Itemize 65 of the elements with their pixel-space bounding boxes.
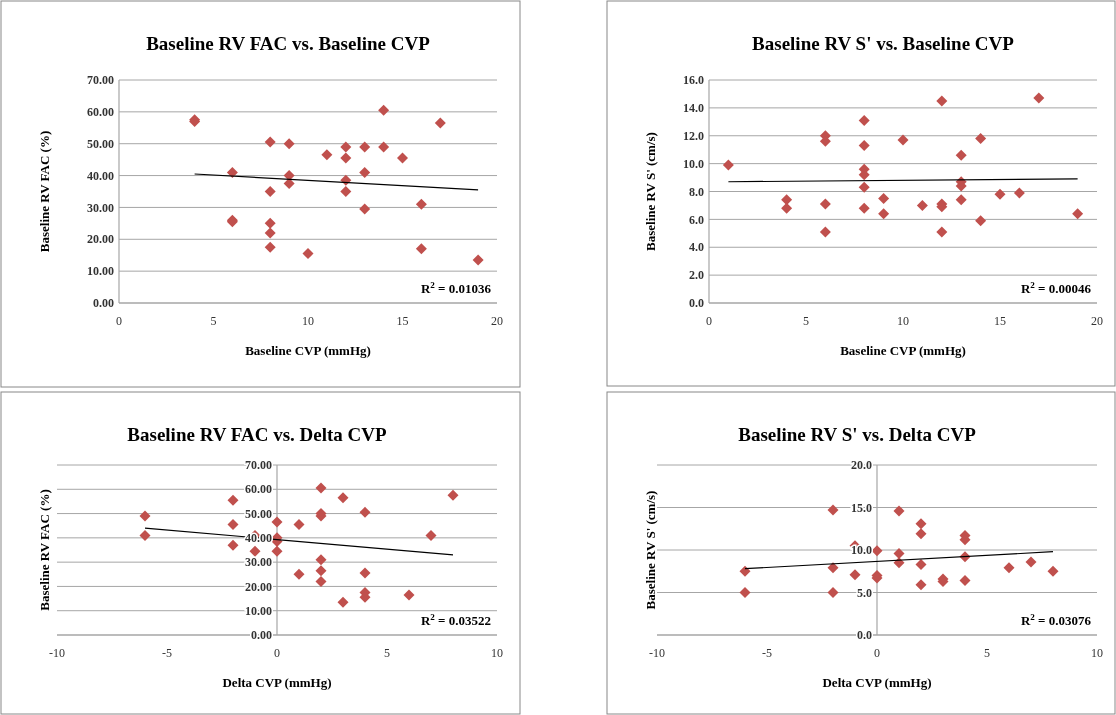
x-tick-label: 0 [274, 646, 280, 660]
y-tick-label: 40.00 [87, 168, 114, 183]
y-tick-label: 70.00 [87, 73, 114, 88]
y-tick-label: 15.0 [851, 500, 872, 515]
x-tick-label: 20 [491, 314, 503, 328]
y-tick-label: 8.0 [689, 184, 704, 199]
y-tick-label: 50.00 [245, 506, 272, 521]
chart-title: Baseline RV FAC vs. Baseline CVP [146, 33, 431, 54]
y-tick-label: 10.0 [683, 156, 704, 171]
y-tick-label: 5.0 [857, 585, 872, 600]
y-tick-label: 0.0 [689, 296, 704, 311]
y-tick-label: 10.0 [851, 543, 872, 558]
annotation: R$^{2}$ = 0.03522 [420, 612, 491, 628]
y-tick-label: 50.00 [87, 136, 114, 151]
x-tick-label: 15 [994, 314, 1006, 328]
x-tick-label: -10 [649, 646, 665, 660]
x-axis-title: Baseline CVP (mmHg) [840, 343, 966, 358]
x-tick-label: -5 [762, 646, 772, 660]
x-tick-label: 5 [984, 646, 990, 660]
chart-title: Baseline RV S' vs. Delta CVP [738, 424, 977, 445]
x-tick-label: 5 [210, 314, 217, 328]
annotation: R$^{2}$ = 0.03076 [1020, 612, 1092, 628]
y-tick-label: 16.0 [683, 73, 704, 88]
y-tick-label: 0.00 [251, 628, 272, 643]
y-tick-label: 70.00 [245, 458, 272, 473]
x-axis-title: Baseline CVP (mmHg) [245, 343, 371, 358]
y-tick-label: 20.0 [851, 458, 872, 473]
y-tick-label: 14.0 [683, 101, 704, 116]
x-tick-label: -5 [162, 646, 172, 660]
x-tick-label: 0 [116, 314, 122, 328]
x-tick-label: 5 [803, 314, 809, 328]
chart-title: Baseline RV S' vs. Baseline CVP [752, 33, 1015, 54]
y-tick-label: 60.00 [245, 482, 272, 497]
y-tick-label: 20.00 [87, 232, 114, 247]
y-tick-label: 10.00 [245, 603, 272, 618]
x-tick-label: -10 [49, 646, 65, 660]
y-tick-label: 10.00 [87, 264, 114, 279]
y-tick-label: 30.00 [245, 555, 272, 570]
y-tick-label: 60.00 [87, 105, 114, 120]
y-tick-label: 0.0 [857, 628, 872, 643]
y-tick-label: 30.00 [87, 200, 114, 215]
y-tick-label: 0.00 [93, 296, 114, 311]
y-tick-label: 4.0 [689, 240, 704, 255]
y-tick-label: 2.0 [689, 268, 704, 283]
x-axis-title: Delta CVP (mmHg) [822, 675, 932, 690]
x-tick-label: 5 [384, 646, 390, 660]
annotation: R$^{2}$ = 0.01036 [420, 280, 492, 296]
x-tick-label: 10 [897, 314, 909, 328]
x-tick-label: 10 [491, 646, 503, 660]
x-tick-label: 10 [302, 314, 314, 328]
y-tick-label: 6.0 [689, 212, 704, 227]
x-tick-label: 10 [1091, 646, 1103, 660]
x-tick-label: 15 [396, 314, 409, 328]
y-axis-title: Baseline RV FAC (%) [37, 489, 52, 611]
y-axis-title: Baseline RV S' (cm/s) [643, 132, 658, 251]
annotation: R$^{2}$ = 0.00046 [1020, 280, 1092, 296]
x-tick-label: 0 [874, 646, 880, 660]
y-axis-title: Baseline RV S' (cm/s) [643, 490, 658, 610]
y-axis-title: Baseline RV FAC (%) [37, 130, 52, 253]
x-axis-title: Delta CVP (mmHg) [222, 675, 332, 690]
chart-title: Baseline RV FAC vs. Delta CVP [127, 424, 388, 445]
y-tick-label: 12.0 [683, 128, 704, 143]
y-tick-label: 20.00 [245, 579, 272, 594]
x-tick-label: 0 [706, 314, 712, 328]
x-tick-label: 20 [1091, 314, 1103, 328]
